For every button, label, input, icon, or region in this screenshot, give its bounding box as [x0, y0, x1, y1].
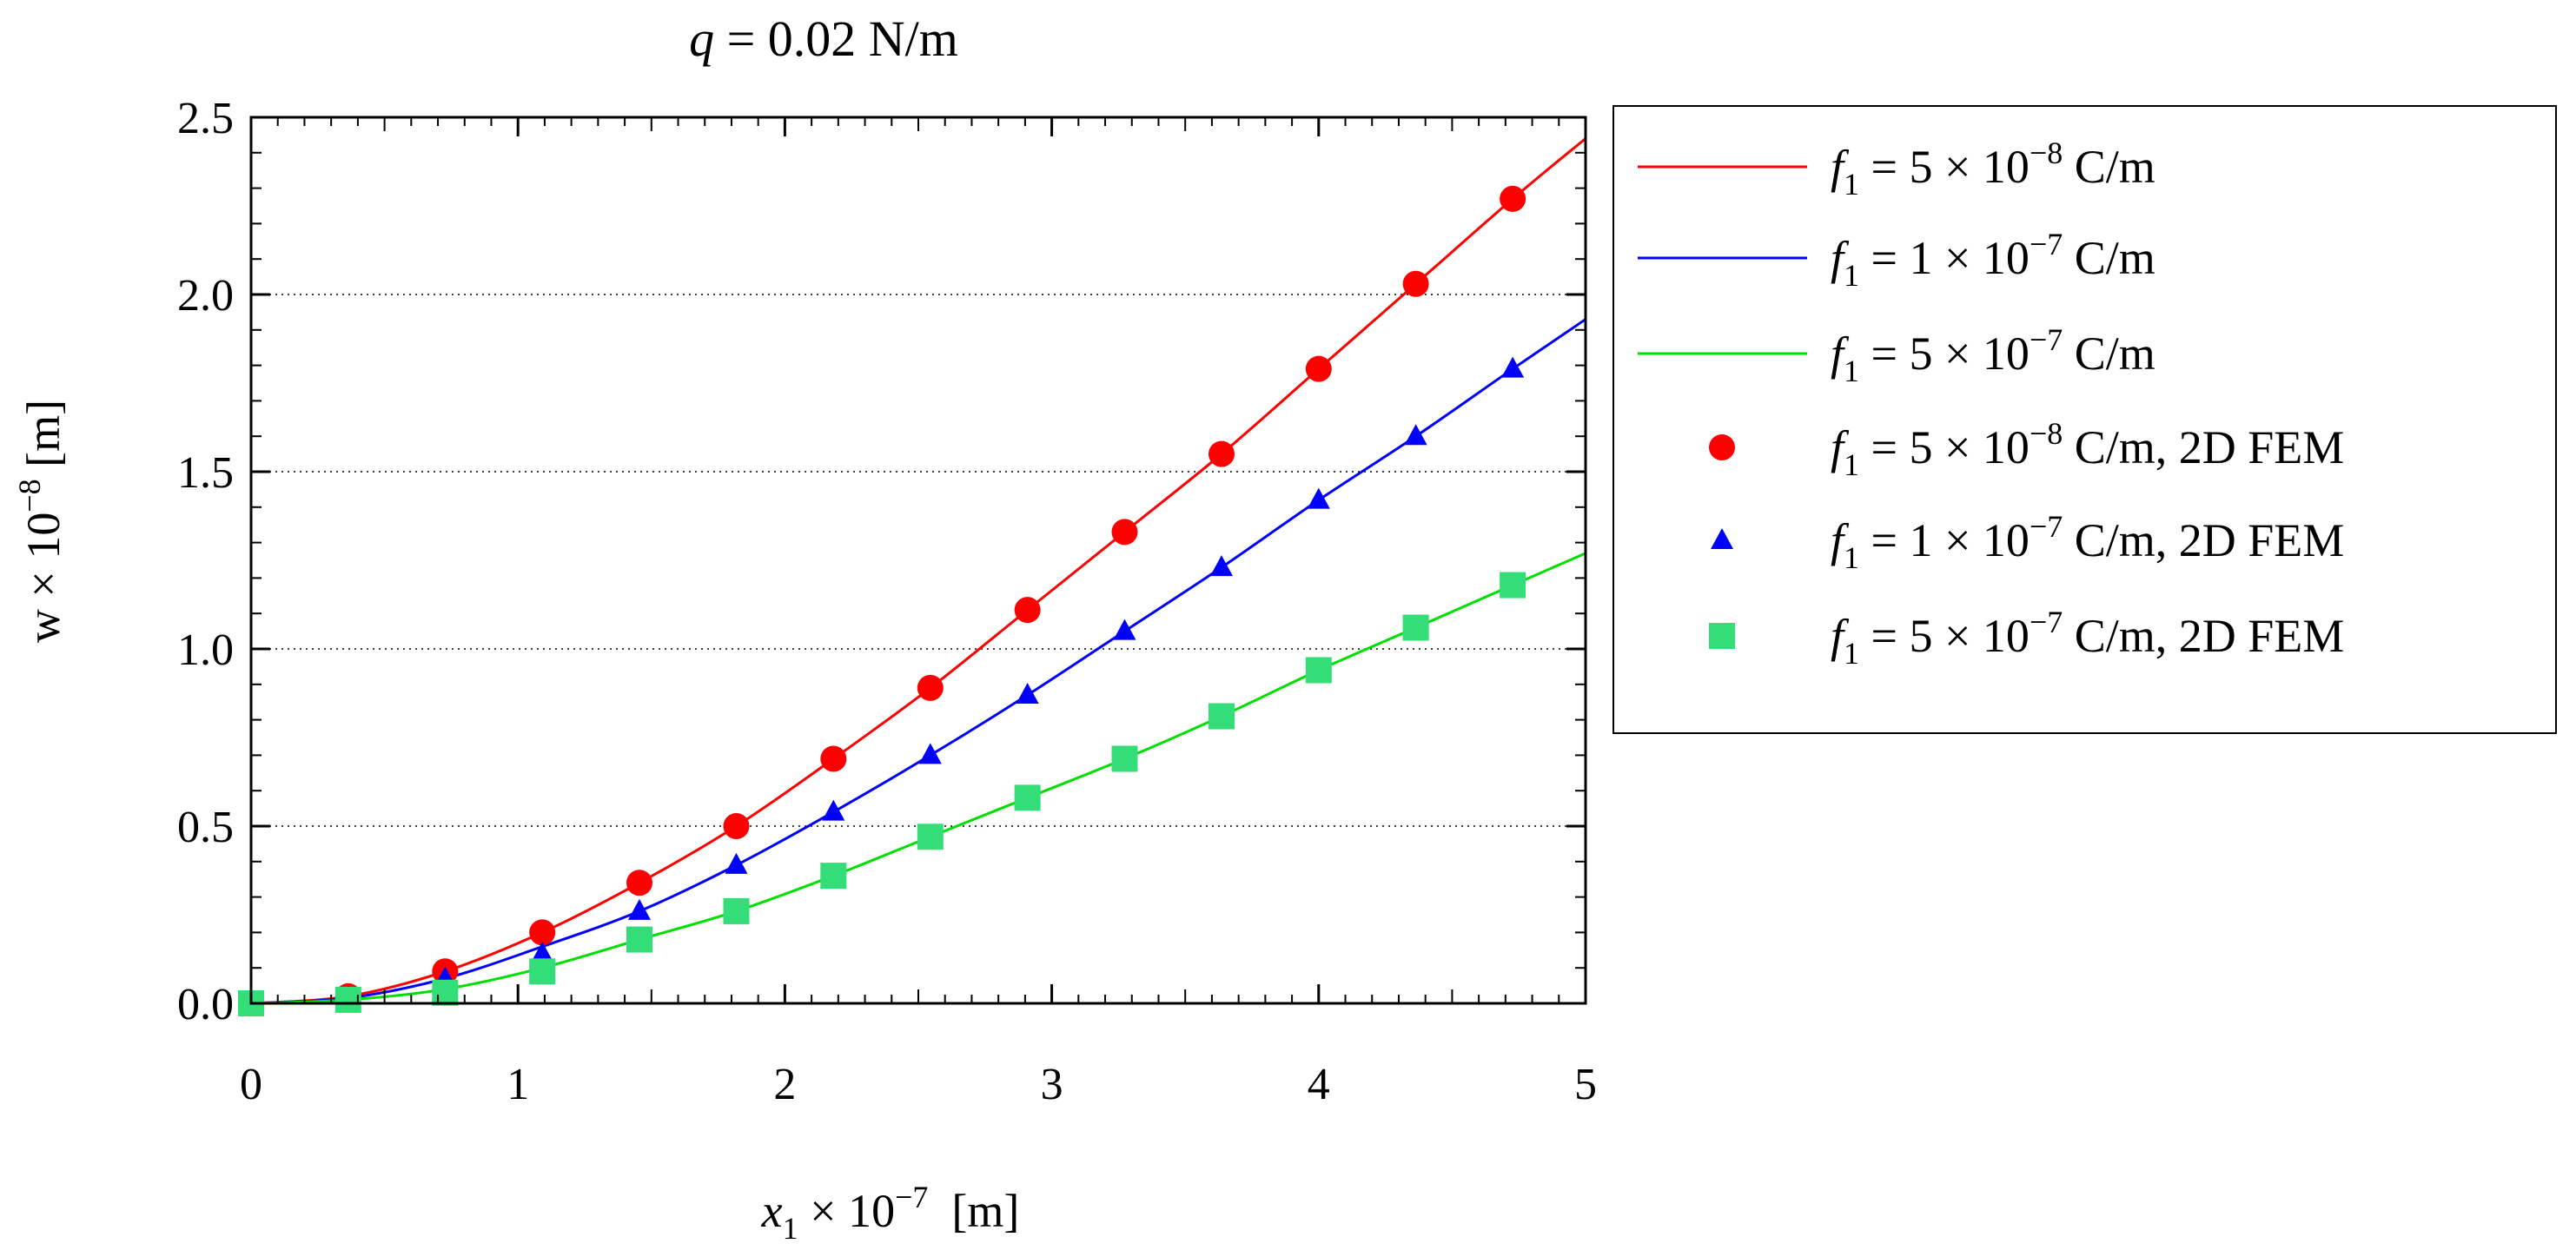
marker-triangle-4-8 [1016, 683, 1039, 705]
marker-circle-3-3 [529, 919, 556, 946]
y-tick-label: 0.0 [177, 980, 234, 1029]
marker-square-5-11 [1305, 657, 1332, 684]
legend-box [1612, 105, 2557, 734]
chart-title: q = 0.02 N/m [689, 10, 958, 67]
marker-square-5-6 [820, 863, 847, 890]
marker-triangle-4-5 [725, 852, 748, 874]
plot-area-frame [249, 116, 1587, 1005]
marker-square-5-13 [1500, 572, 1526, 599]
y-tick-label: 1.5 [177, 448, 234, 498]
x-tick-label: 4 [1308, 1060, 1330, 1109]
x-tick-label: 1 [507, 1060, 529, 1109]
marker-triangle-4-9 [1113, 619, 1136, 640]
marker-square-5-5 [723, 897, 750, 924]
x-tick-label: 0 [240, 1060, 262, 1109]
marker-circle-3-6 [820, 745, 847, 772]
x-tick-label: 3 [1041, 1060, 1063, 1109]
marker-circle-3-13 [1500, 185, 1526, 212]
marker-square-5-12 [1402, 614, 1429, 641]
y-axis-label: w × 10−8 [m] [12, 400, 70, 643]
marker-circle-3-12 [1402, 270, 1429, 297]
marker-triangle-4-3 [531, 941, 554, 963]
legend-label: f1 = 1 × 10−7 C/m, 2D FEM [1831, 509, 2344, 575]
marker-square-5-2 [432, 979, 459, 1006]
marker-circle-3-9 [1111, 519, 1138, 546]
marker-circle-3-7 [917, 674, 944, 701]
marker-square-5-9 [1111, 745, 1138, 772]
marker-triangle-4-12 [1404, 424, 1427, 446]
axis-ticks [249, 116, 1587, 1005]
marker-circle-3-4 [626, 870, 652, 896]
legend-marker-swatch [1709, 434, 1735, 460]
legend-label: f1 = 1 × 10−7 C/m [1831, 227, 2155, 293]
legend-entry-5: f1 = 5 × 10−7 C/m, 2D FEM [1709, 605, 2344, 671]
marker-triangle-4-11 [1307, 487, 1330, 509]
y-tick-label: 0.5 [177, 803, 234, 852]
marker-triangle-4-6 [822, 799, 845, 821]
marker-circle-3-11 [1305, 355, 1332, 382]
legend-label: f1 = 5 × 10−8 C/m [1831, 136, 2155, 202]
marker-square-5-4 [626, 926, 652, 953]
y-tick-label: 2.0 [177, 271, 234, 321]
marker-square-5-3 [529, 958, 556, 985]
legend-label: f1 = 5 × 10−7 C/m, 2D FEM [1831, 605, 2344, 671]
legend-entry-4: f1 = 1 × 10−7 C/m, 2D FEM [1711, 509, 2344, 575]
x-tick-label: 2 [773, 1060, 796, 1109]
legend-marker-swatch [1711, 528, 1733, 549]
legend-entry-2: f1 = 5 × 10−7 C/m [1638, 322, 2155, 388]
series-lines [250, 137, 1586, 1005]
x-axis-label: x1 × 10−7 [m] [761, 1180, 1020, 1246]
marker-triangle-4-4 [627, 898, 651, 920]
series-markers [238, 185, 1526, 1016]
legend-label: f1 = 5 × 10−8 C/m, 2D FEM [1831, 416, 2344, 482]
legend: f1 = 5 × 10−8 C/m f1 = 1 × 10−7 C/m f1 = 5… [1638, 136, 2344, 671]
marker-square-5-10 [1208, 703, 1235, 730]
series-line-1 [250, 318, 1586, 1005]
marker-circle-3-8 [1014, 597, 1041, 624]
marker-triangle-4-13 [1501, 356, 1525, 378]
grid-lines [251, 294, 1586, 827]
axis-tick-labels: 0 1 2 3 4 5 0.0 0.5 1.0 1.5 2.0 2.5 [177, 94, 1597, 1109]
legend-marker-swatch [1709, 623, 1735, 649]
marker-square-5-8 [1014, 784, 1041, 811]
marker-triangle-4-10 [1209, 555, 1233, 577]
marker-square-5-7 [917, 824, 944, 850]
series-line-2 [250, 552, 1586, 1005]
x-tick-label: 5 [1574, 1060, 1597, 1109]
marker-triangle-4-7 [918, 743, 942, 764]
marker-circle-3-5 [723, 813, 750, 839]
series-line-0 [250, 137, 1586, 1005]
marker-circle-3-10 [1208, 440, 1235, 467]
legend-entry-3: f1 = 5 × 10−8 C/m, 2D FEM [1709, 416, 2344, 482]
y-tick-label: 2.5 [177, 94, 234, 143]
legend-entry-0: f1 = 5 × 10−8 C/m [1638, 136, 2155, 202]
y-tick-label: 1.0 [177, 625, 234, 675]
marker-square-5-1 [334, 986, 361, 1013]
legend-label: f1 = 5 × 10−7 C/m [1831, 322, 2155, 388]
